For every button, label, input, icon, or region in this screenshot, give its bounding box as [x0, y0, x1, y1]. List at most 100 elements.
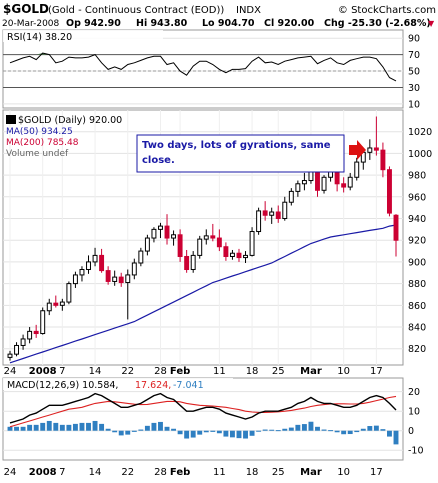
x-tick-label: 11 — [213, 467, 226, 478]
candle-body — [33, 330, 39, 335]
candle-body — [190, 254, 196, 271]
price-tick-label: 920 — [408, 236, 426, 247]
candle-body — [367, 147, 373, 153]
price-tick-label: 840 — [408, 323, 426, 334]
high-value: Hi 943.80 — [136, 18, 188, 29]
macd-histogram-bar — [53, 422, 59, 431]
x-tick-label: 17 — [370, 467, 383, 478]
x-tick-label: 18 — [246, 467, 259, 478]
annotation: Two days, lots of gyrations, same close. — [136, 134, 366, 173]
macd-histogram-bar — [184, 430, 190, 439]
candle-body — [223, 246, 229, 257]
candle-body — [236, 252, 242, 259]
candle-body — [138, 250, 144, 264]
x-tick-label: Mar — [300, 467, 322, 478]
macd-histogram-bar — [72, 423, 78, 431]
candle-body — [14, 344, 20, 355]
candle-body — [269, 211, 275, 216]
x-tick-label: Feb — [170, 467, 190, 478]
macd-histogram-bar — [236, 430, 242, 439]
candle-body — [321, 176, 327, 191]
macd-histogram-bar — [66, 424, 72, 431]
macd-histogram-bar — [301, 424, 307, 431]
candle-body — [347, 176, 353, 188]
rsi-tick-label: 70 — [408, 50, 420, 61]
macd-tick-label: 0 — [408, 426, 414, 437]
macd-histogram-bar — [256, 430, 262, 432]
macd-hist-label: -7.041 — [173, 380, 204, 391]
macd-tick-label: -10 — [408, 446, 424, 457]
candle-body — [151, 228, 157, 239]
change-value: Chg -25.30 (-2.68%) — [324, 18, 431, 29]
rsi-tick-label: 90 — [408, 34, 420, 45]
candle-body — [197, 238, 203, 256]
candle-body — [295, 183, 301, 192]
x-tick-label: 24 — [4, 467, 17, 478]
x-tick-label-mid: 11 — [213, 366, 226, 377]
macd-histogram-bar — [360, 428, 366, 431]
candle-body — [125, 274, 131, 284]
low-value: Lo 904.70 — [202, 18, 255, 29]
candle-body — [27, 330, 33, 340]
annotation-line1: Two days, lots of gyrations, same — [142, 140, 331, 151]
macd-histogram-bar — [341, 430, 347, 435]
candle-body — [341, 183, 347, 188]
candle-body — [158, 225, 163, 230]
legend-ma200-label: MA(200) 785.48 — [6, 138, 79, 148]
macd-panel: 20 10 0 -10 MACD(12,26,9) 10.584, 17.624, -… — [2, 377, 424, 461]
macd-histogram-bar — [86, 422, 91, 431]
macd-histogram-bar — [99, 423, 105, 431]
rsi-panel: RSI(14) 38.20 90 70 50 30 10 — [2, 29, 420, 110]
macd-histogram-bar — [105, 428, 111, 431]
candle-body — [105, 270, 111, 282]
macd-histogram-bar — [288, 427, 294, 431]
price-tick-label: 880 — [408, 279, 426, 290]
legend-swatch-price — [6, 115, 16, 124]
candle-body — [7, 353, 13, 358]
macd-histogram-bar — [367, 426, 373, 431]
candle-body — [275, 211, 281, 220]
x-tick-label: 2008 — [29, 467, 57, 478]
macd-histogram-bar — [14, 426, 19, 431]
x-tick-label: 14 — [89, 467, 102, 478]
macd-histogram-bar — [334, 430, 340, 433]
x-tick-label: 22 — [121, 467, 134, 478]
macd-histogram-bar — [40, 422, 46, 431]
macd-histogram-bar — [190, 430, 196, 438]
macd-histogram-bar — [92, 420, 98, 431]
macd-histogram-bar — [33, 424, 39, 431]
rsi-frame — [2, 29, 404, 109]
annotation-line2: close. — [142, 155, 175, 166]
macd-histogram-bar — [387, 430, 392, 437]
candle-body — [229, 252, 235, 257]
macd-histogram-bar — [144, 425, 150, 431]
macd-label: MACD(12,26,9) 10.584, — [7, 380, 118, 391]
macd-histogram-bar — [171, 428, 177, 431]
candle-body — [216, 237, 222, 248]
candle-body — [46, 302, 52, 312]
macd-tick-label: 20 — [408, 387, 420, 398]
quote-date: 20-Mar-2008 — [2, 19, 60, 29]
macd-line — [9, 392, 397, 424]
rsi-tick-label: 30 — [408, 83, 420, 94]
legend: $GOLD (Daily) 920.00 MA(50) 934.25 MA(20… — [6, 115, 122, 159]
candle-body — [66, 283, 72, 303]
x-tick-label: 10 — [337, 467, 350, 478]
macd-tick-label: 10 — [408, 407, 420, 418]
x-tick-label-mid: 18 — [246, 366, 259, 377]
macd-histogram-bar — [203, 430, 209, 433]
candle-body — [72, 274, 78, 285]
macd-histogram-bar — [229, 430, 235, 438]
candle-body — [86, 261, 91, 271]
rsi-label: RSI(14) 38.20 — [7, 32, 72, 43]
x-tick-label: 7 — [59, 467, 65, 478]
candle-body — [243, 254, 248, 259]
annotation-box — [136, 134, 345, 173]
rsi-line — [9, 52, 397, 82]
candle-body — [386, 169, 392, 214]
price-tick-label: 1000 — [408, 149, 432, 160]
annotation-arrow-icon — [349, 140, 366, 160]
macd-histogram-bar — [79, 422, 85, 431]
